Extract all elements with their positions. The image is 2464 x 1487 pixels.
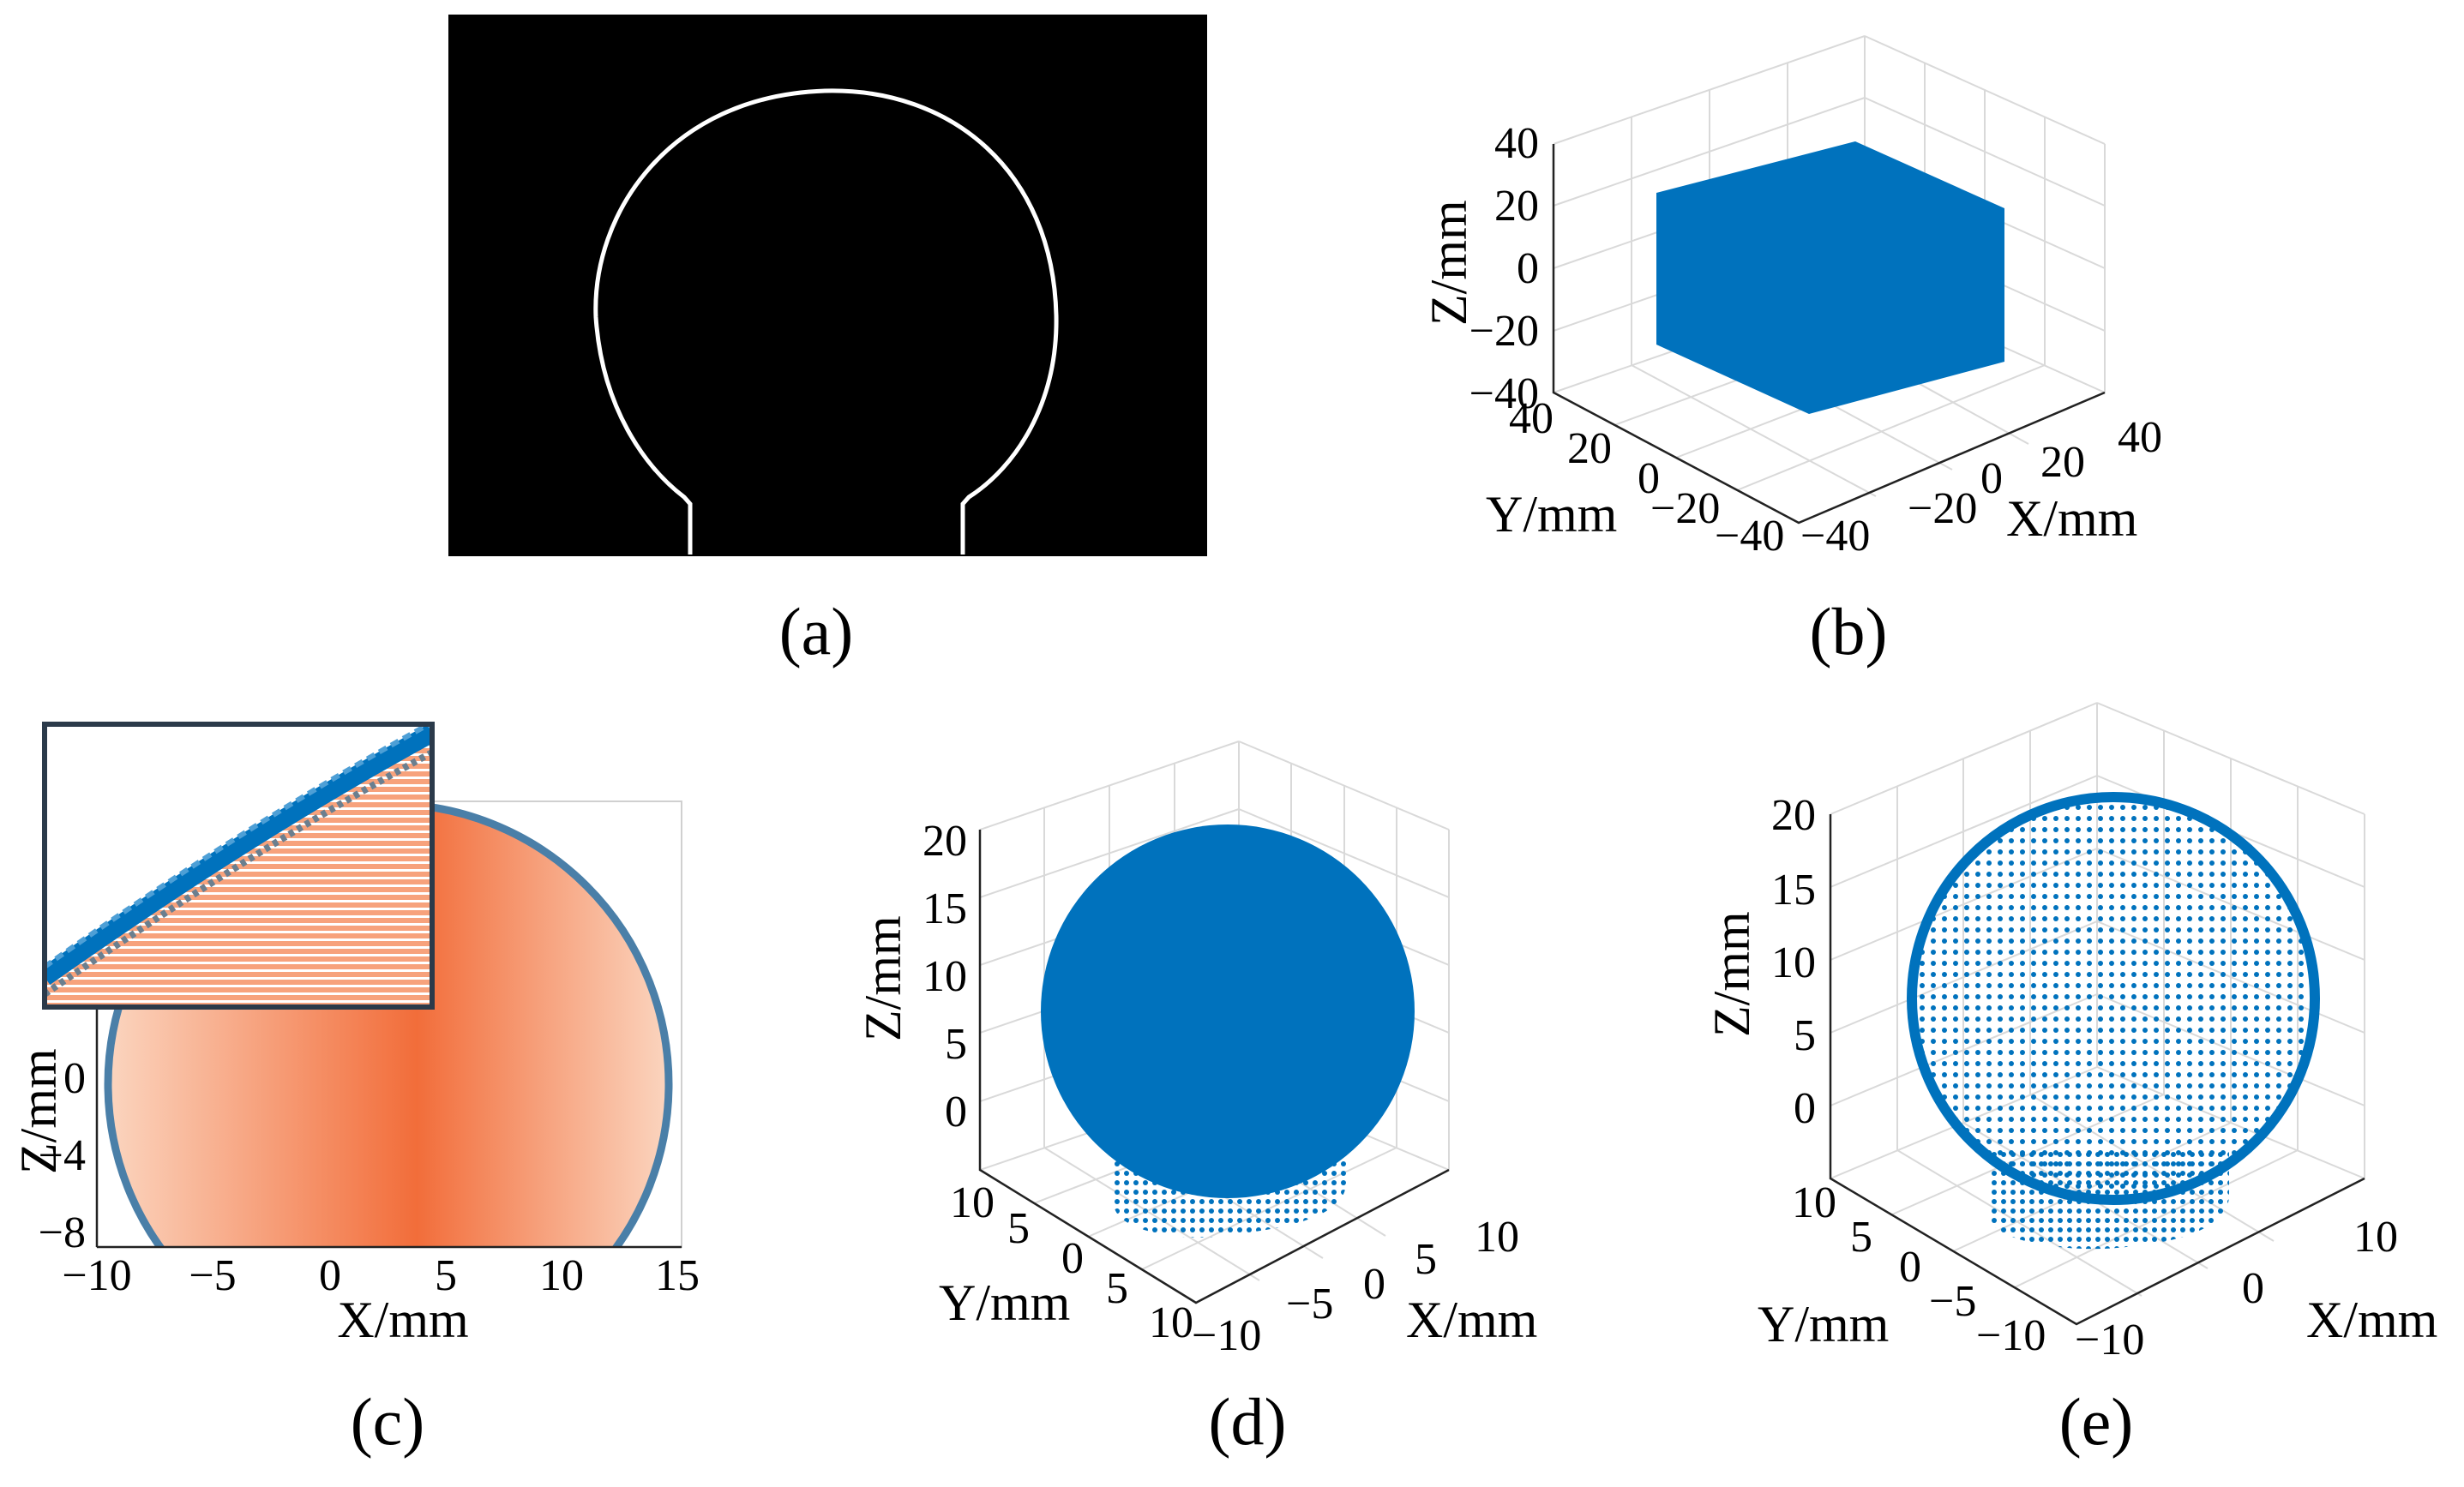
- svg-text:20: 20: [922, 817, 967, 866]
- svg-text:15: 15: [1771, 866, 1816, 914]
- svg-text:−10: −10: [2075, 1316, 2144, 1364]
- x-label-c: X/mm: [337, 1292, 468, 1348]
- svg-text:10: 10: [2353, 1213, 2398, 1262]
- sphere-point-cloud-e: [1912, 797, 2315, 1200]
- svg-text:−40: −40: [1800, 512, 1870, 561]
- panel-b: 40 20 0 −20 −40 Z/mm 40 20 0 −20 −40 Y/m…: [1421, 35, 2162, 669]
- svg-text:−10: −10: [1192, 1311, 1261, 1360]
- z-label-d: Z/mm: [855, 915, 911, 1041]
- caption-d: (d): [1209, 1384, 1287, 1459]
- caption-a: (a): [779, 594, 854, 669]
- z-label-e: Z/mm: [1704, 911, 1760, 1037]
- svg-text:−8: −8: [39, 1208, 86, 1257]
- svg-text:0: 0: [1061, 1234, 1084, 1283]
- svg-text:5: 5: [1415, 1235, 1437, 1284]
- svg-text:40: 40: [1509, 394, 1554, 443]
- caption-b: (b): [1810, 594, 1888, 669]
- svg-text:−5: −5: [1286, 1280, 1333, 1328]
- svg-text:20: 20: [1567, 424, 1612, 473]
- svg-text:10: 10: [539, 1251, 584, 1300]
- z-ticks-d: 20 15 10 5 0: [922, 817, 967, 1136]
- y-ticks-c: 0 −4 −8: [39, 1054, 86, 1257]
- svg-text:0: 0: [1980, 454, 2003, 503]
- y-label-e: Y/mm: [1758, 1296, 1889, 1352]
- svg-text:5: 5: [945, 1020, 967, 1069]
- svg-text:0: 0: [2242, 1264, 2264, 1313]
- x-ticks-e: −10 0 10: [2075, 1213, 2398, 1364]
- x-ticks-d: −10 −5 0 5 10: [1192, 1213, 1519, 1360]
- y-label-d: Y/mm: [939, 1274, 1070, 1331]
- panel-a: (a): [448, 15, 1207, 669]
- edge-image-background: [448, 15, 1207, 556]
- z-label-b: Z/mm: [1421, 200, 1477, 326]
- svg-text:0: 0: [945, 1088, 967, 1136]
- panel-d: 20 15 10 5 0 Z/mm 10 5 0 5 10 Y/mm −10 −…: [855, 741, 1537, 1459]
- svg-text:0: 0: [1794, 1084, 1816, 1133]
- panel-c: 0 −4 −8 Z/mm −10 −5 0 5 10 15 X/mm (c): [10, 722, 700, 1459]
- axis-lines-d: [978, 830, 1450, 1304]
- x-label-e: X/mm: [2306, 1292, 2437, 1348]
- svg-text:10: 10: [1475, 1213, 1519, 1262]
- axis-lines-b: [1552, 144, 2106, 525]
- z-ticks-b: 40 20 0 −20 −40: [1469, 119, 1539, 418]
- svg-text:−20: −20: [1469, 307, 1539, 356]
- x-label-d: X/mm: [1406, 1292, 1537, 1348]
- caption-e: (e): [2059, 1384, 2134, 1459]
- svg-text:15: 15: [655, 1251, 700, 1300]
- svg-text:40: 40: [2118, 413, 2162, 462]
- zoom-inset: [42, 722, 435, 1010]
- svg-text:5: 5: [1794, 1011, 1816, 1060]
- svg-text:20: 20: [2040, 438, 2085, 487]
- panel-e: 20 15 10 5 0 Z/mm 10 5 0 −5 −10 Y/mm −10…: [1704, 702, 2437, 1459]
- svg-text:0: 0: [1517, 244, 1539, 293]
- svg-text:−20: −20: [1650, 484, 1720, 533]
- svg-text:10: 10: [922, 952, 967, 1001]
- svg-text:0: 0: [1363, 1260, 1385, 1309]
- svg-text:−20: −20: [1908, 484, 1977, 533]
- axis-lines-e: [1829, 814, 2365, 1326]
- svg-text:0: 0: [319, 1251, 341, 1300]
- svg-text:40: 40: [1494, 119, 1539, 168]
- svg-text:−10: −10: [62, 1251, 131, 1300]
- svg-text:20: 20: [1494, 182, 1539, 231]
- x-label-b: X/mm: [2006, 490, 2137, 547]
- y-ticks-b: 40 20 0 −20 −40: [1509, 394, 1784, 561]
- edge-contour: [593, 88, 1059, 555]
- y-ticks-e: 10 5 0 −5 −10: [1792, 1178, 2046, 1360]
- svg-text:15: 15: [922, 884, 967, 933]
- caption-c: (c): [351, 1384, 425, 1459]
- svg-text:0: 0: [63, 1054, 86, 1103]
- svg-text:0: 0: [1638, 454, 1660, 503]
- svg-text:−5: −5: [189, 1251, 236, 1300]
- svg-text:5: 5: [1007, 1204, 1030, 1253]
- z-ticks-e: 20 15 10 5 0: [1771, 791, 1816, 1133]
- svg-text:10: 10: [950, 1178, 995, 1227]
- svg-text:−40: −40: [1715, 512, 1784, 561]
- x-ticks-c: −10 −5 0 5 10 15: [62, 1251, 700, 1300]
- x-ticks-b: −40 −20 0 20 40: [1800, 413, 2162, 561]
- cube-point-cloud: [1656, 141, 2004, 414]
- y-ticks-d: 10 5 0 5 10: [950, 1178, 1193, 1347]
- svg-text:20: 20: [1771, 791, 1816, 840]
- svg-text:−4: −4: [39, 1131, 86, 1180]
- svg-text:10: 10: [1771, 938, 1816, 987]
- svg-text:−10: −10: [1976, 1311, 2046, 1360]
- svg-text:0: 0: [1899, 1243, 1921, 1292]
- svg-text:10: 10: [1149, 1298, 1193, 1347]
- svg-text:5: 5: [1106, 1264, 1128, 1313]
- svg-text:5: 5: [1850, 1213, 1872, 1262]
- sphere-point-cloud-d: [1041, 824, 1415, 1198]
- svg-text:−5: −5: [1929, 1277, 1976, 1326]
- y-label-c: Z/mm: [10, 1048, 67, 1174]
- y-label-b: Y/mm: [1486, 486, 1617, 543]
- sphere-outline-e: [1907, 792, 2320, 1205]
- svg-text:−40: −40: [1469, 369, 1539, 418]
- svg-text:5: 5: [435, 1251, 457, 1300]
- svg-text:10: 10: [1792, 1178, 1836, 1227]
